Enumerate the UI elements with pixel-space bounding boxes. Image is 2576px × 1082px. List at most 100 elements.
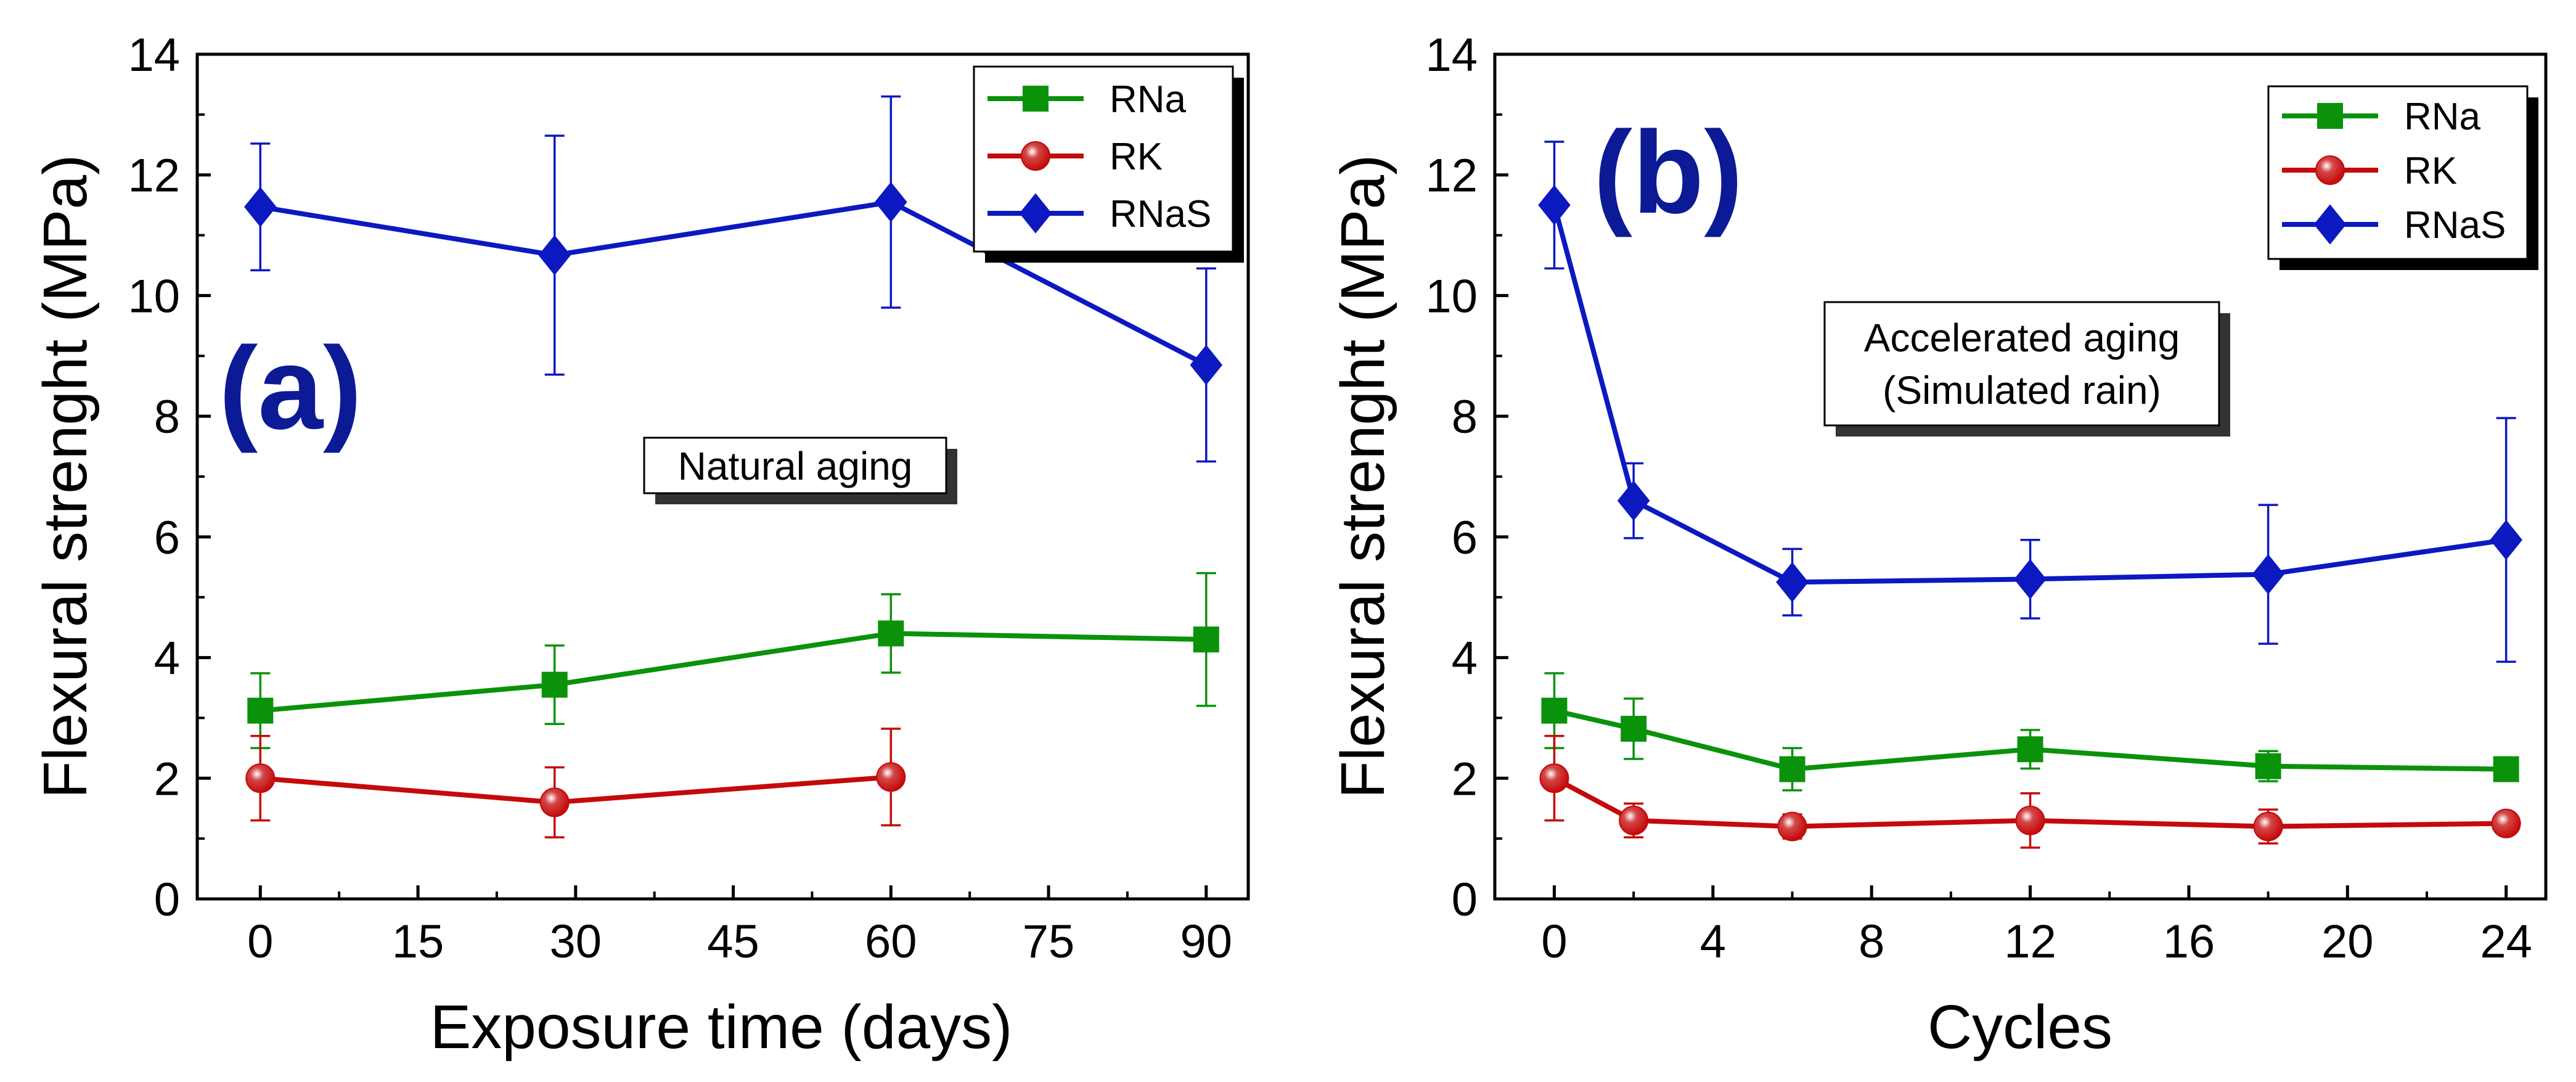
legend-label-rk: RK	[1110, 136, 1163, 178]
legend-marker-rna	[2317, 103, 2343, 129]
panel-b-series-rk	[1539, 735, 2521, 849]
panel-b-rnas-line	[1552, 204, 2507, 585]
panel-b-rk-line	[1553, 776, 2506, 829]
legend-marker-shape-rna	[2317, 103, 2343, 129]
panel-b-y-tick-label: 12	[1425, 150, 1478, 202]
panel-a-rnas-point	[244, 186, 277, 227]
panel-a-series-rk	[245, 727, 906, 838]
legend-marker-shape-rna	[1023, 86, 1049, 112]
legend-entry-rk: RK	[2282, 150, 2457, 192]
panel-b-rna-point	[1621, 716, 1647, 742]
legend-marker-shape-rk	[1021, 141, 1050, 171]
panel-b-series-rna	[1541, 672, 2519, 792]
annotation-line-2: (Simulated rain)	[1883, 368, 2161, 412]
panel-a: 0 15 30 45 60 75 90 0 2 4 6 8 10 12 14 RNa RK RNaS (a)	[31, 29, 1250, 1062]
panel-b-x-tick-label: 4	[1700, 916, 1726, 968]
panel-b-label: (b)	[1593, 107, 1743, 238]
panel-a-rk-point	[876, 762, 906, 792]
panel-b-rna-point	[2493, 756, 2519, 782]
panel-a-series-rna	[247, 572, 1219, 750]
panel-b-rk-point	[2491, 808, 2521, 838]
panel-b-rna-line	[1553, 708, 2506, 772]
panel-a-x-tick-label: 0	[247, 916, 273, 968]
panel-b-y-axis-title: Flexural strenght (MPa)	[1328, 155, 1397, 799]
legend-marker-shape-rnas	[2313, 204, 2347, 245]
legend-marker-rk	[2315, 155, 2345, 185]
legend-marker-rna	[1023, 86, 1049, 112]
panel-b-x-axis-title: Cycles	[1928, 993, 2112, 1062]
annotation-box	[643, 436, 947, 494]
legend-marker-rnas	[2313, 204, 2347, 245]
panel-a-x-tick-label: 90	[1180, 916, 1233, 968]
legend-entry-rna: RNa	[2282, 96, 2481, 138]
panel-a-rna-point	[878, 620, 904, 647]
panel-a-rna-point	[1193, 626, 1219, 653]
panel-a-label: (a)	[219, 323, 362, 454]
panel-a-y-tick-label: 0	[154, 874, 180, 926]
panel-b-rnas-point	[2014, 559, 2046, 599]
panel-a-rna-point	[541, 671, 568, 698]
panel-a-x-tick-label: 30	[550, 916, 602, 968]
legend-entry-rna: RNa	[987, 78, 1187, 121]
panel-b-rnas-point	[1776, 562, 1809, 602]
panel-a-axes: 0 15 30 45 60 75 90 0 2 4 6 8 10 12 14	[128, 29, 1232, 968]
panel-a-rna-line	[260, 631, 1206, 713]
legend-label-rna: RNa	[1110, 78, 1187, 121]
panel-b-y-tick-label: 10	[1425, 270, 1478, 322]
panel-a-y-tick-label: 8	[154, 391, 180, 443]
panel-a-x-tick-label: 15	[392, 916, 444, 968]
panel-b-rna-point	[1779, 756, 1805, 782]
legend-label-rnas: RNaS	[1110, 193, 1211, 236]
panel-a-rk-point	[245, 763, 276, 793]
panel-b-x-tick-label: 12	[2004, 916, 2056, 968]
panel-b-rk-point	[1619, 805, 1649, 835]
panel-b-rnas-point	[2490, 520, 2522, 560]
panel-a-y-tick-label: 2	[154, 753, 180, 805]
panel-a-x-tick-label: 60	[865, 916, 917, 968]
panel-b-series-rnas	[1538, 141, 2522, 663]
panel-a-rnas-point	[875, 182, 907, 223]
legend-label-rnas: RNaS	[2404, 204, 2506, 247]
annotation-line-1: Accelerated aging	[1864, 316, 2180, 360]
panel-b-x-tick-label: 24	[2480, 916, 2532, 968]
panel-b-rnas-point	[1538, 185, 1571, 226]
panel-a-rnas-line	[260, 199, 1208, 367]
panel-a-y-tick-label: 10	[128, 270, 180, 322]
legend-marker-shape-rk	[2315, 155, 2345, 185]
panel-b-x-tick-label: 16	[2163, 916, 2215, 968]
legend-label-rk: RK	[2404, 150, 2457, 192]
panel-a-rnas-point	[538, 235, 571, 276]
panel-a-y-tick-label: 14	[128, 29, 180, 81]
panel-a-series-layer	[244, 95, 1223, 838]
panel-a-x-axis-title: Exposure time (days)	[430, 993, 1013, 1062]
panel-a-y-axis-title: Flexural strenght (MPa)	[31, 155, 100, 799]
legend-label-rna: RNa	[2404, 96, 2481, 138]
panel-a-rna-point	[247, 697, 274, 724]
panel-a-rk-point	[539, 787, 570, 818]
panel-b-y-tick-label: 2	[1452, 753, 1478, 805]
panel-a-y-tick-label: 6	[154, 512, 180, 564]
panel-a-x-tick-label: 45	[707, 916, 759, 968]
panel-b-y-tick-label: 0	[1452, 874, 1478, 926]
panel-a-legend: RNa RK RNaS	[973, 65, 1244, 263]
panel-a-rnas-point	[1190, 345, 1223, 385]
panel-b-rnas-point	[2252, 554, 2284, 595]
panel-b-rnas-point	[1617, 480, 1650, 521]
panel-b-rna-point	[1541, 697, 1568, 724]
panel-b-rk-point	[1539, 763, 1569, 793]
legend-entry-rnas: RNaS	[2282, 204, 2506, 247]
panel-a-rk-line	[260, 774, 891, 805]
panel-b-y-tick-label: 4	[1452, 633, 1478, 685]
panel-b-y-tick-label: 6	[1452, 512, 1478, 564]
panel-a-y-tick-label: 4	[154, 633, 180, 685]
panel-b-series-layer	[1538, 141, 2522, 849]
panel-b-y-tick-label: 8	[1452, 391, 1478, 443]
annotation-text: Natural aging	[678, 444, 913, 488]
legend-marker-rk	[1021, 141, 1050, 171]
panel-b-rk-point	[2015, 805, 2045, 835]
panel-b-x-tick-label: 0	[1541, 916, 1567, 968]
panel-b-legend: RNa RK RNaS	[2267, 85, 2538, 270]
